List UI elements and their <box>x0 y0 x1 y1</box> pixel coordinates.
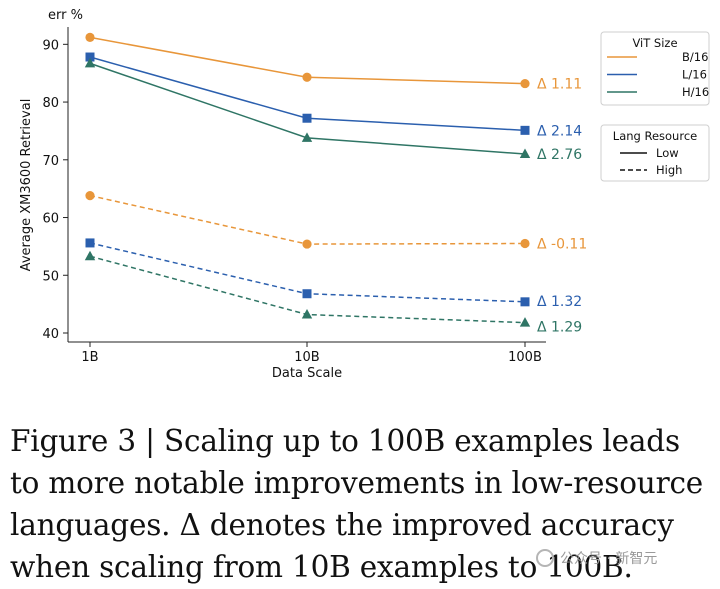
data-point-triangle <box>519 317 531 327</box>
y-tick-label: 50 <box>42 269 59 284</box>
y-ticks: 40 50 60 70 80 90 <box>42 38 68 342</box>
y-tick-label: 80 <box>42 96 59 111</box>
series-l-16-high <box>85 238 530 307</box>
legend-entry-label: High <box>656 163 682 177</box>
delta-labels: Δ 1.11 Δ 2.14 Δ 2.76 Δ -0.11 Δ 1.32 Δ 1.29 <box>537 77 587 336</box>
delta-label: Δ -0.11 <box>537 237 587 253</box>
y-tick-label: 60 <box>42 212 59 227</box>
series-b-16-high <box>85 190 530 249</box>
retrieval-line-chart: err % Average XM3600 Retrieval Data Scal… <box>19 8 710 381</box>
legend-entry-label: B/16 <box>682 50 708 64</box>
legend-vit-title: ViT Size <box>632 36 677 50</box>
data-point-circle <box>302 239 312 249</box>
figure-caption: Figure 3 | Scaling up to 100B examples l… <box>10 424 704 584</box>
y-tick-label: 40 <box>42 327 59 342</box>
y-tick-label: 70 <box>42 154 59 169</box>
delta-label: Δ 1.32 <box>537 294 582 310</box>
legend-vit-size: ViT Size B/16 L/16 H/16 <box>600 31 710 106</box>
data-point-square <box>85 238 95 248</box>
series-b-16-low <box>85 32 530 89</box>
data-point-circle <box>85 190 95 201</box>
series-h-16-low <box>84 57 531 159</box>
data-point-circle <box>302 72 312 82</box>
data-point-square <box>302 113 312 123</box>
data-point-square <box>302 289 312 299</box>
x-ticks: 1B 10B 100B <box>81 342 542 365</box>
wechat-logo-icon <box>536 549 554 567</box>
y-unit-label: err % <box>48 8 83 23</box>
data-point-triangle <box>84 250 96 261</box>
x-tick-label: 10B <box>294 350 319 365</box>
legend-vit-entries: B/16 L/16 H/16 <box>607 50 709 99</box>
x-tick-label: 100B <box>508 350 542 365</box>
delta-label: Δ 2.76 <box>537 147 582 163</box>
data-point-circle <box>520 238 530 249</box>
legend-lang-frame <box>600 124 710 182</box>
legend-lang-title: Lang Resource <box>613 129 697 143</box>
legend-vit-frame <box>600 31 710 106</box>
series-layer <box>84 32 531 327</box>
data-point-triangle <box>301 132 313 142</box>
x-tick-label: 1B <box>81 350 98 365</box>
legend-entry-label: L/16 <box>682 68 707 82</box>
series-line <box>89 194 526 245</box>
watermark: 公众号 · 新智元 <box>536 548 657 568</box>
data-point-triangle <box>84 57 96 68</box>
watermark-text: 公众号 · 新智元 <box>560 551 658 567</box>
data-point-square <box>520 125 530 135</box>
legend-entry-label: H/16 <box>682 85 709 99</box>
legend-lang-resource: Lang Resource Low High <box>600 124 710 182</box>
data-point-square <box>520 297 530 307</box>
data-point-triangle <box>301 309 313 319</box>
data-point-circle <box>85 32 95 42</box>
y-tick-label: 90 <box>42 38 59 53</box>
data-point-triangle <box>519 148 531 159</box>
data-point-circle <box>520 78 530 89</box>
legend-entry-label: Low <box>656 146 679 160</box>
y-axis-label: Average XM3600 Retrieval <box>19 99 34 272</box>
x-axis-label: Data Scale <box>272 366 342 381</box>
delta-label: Δ 2.14 <box>537 123 582 139</box>
delta-label: Δ 1.11 <box>537 77 582 93</box>
data-point-square <box>85 52 95 62</box>
delta-label: Δ 1.29 <box>537 320 582 336</box>
series-l-16-low <box>85 52 530 135</box>
series-h-16-high <box>84 250 531 327</box>
legend-lang-entries: Low High <box>620 146 682 177</box>
